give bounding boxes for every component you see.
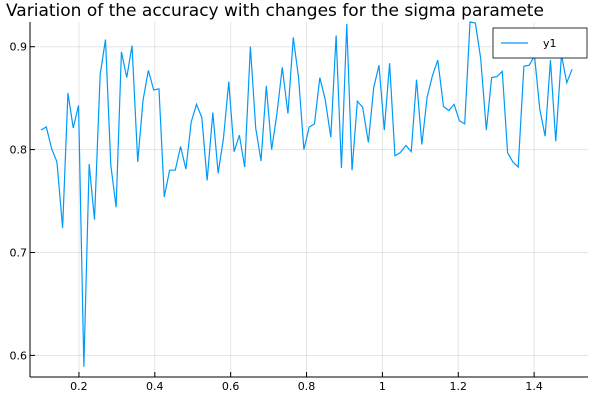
y-tick-label: 0.7 (10, 246, 28, 259)
x-tick-label: 0.2 (70, 380, 88, 393)
x-tick-label: 1.4 (525, 380, 543, 393)
y-tick-label: 0.6 (10, 349, 28, 362)
x-tick-label: 0.8 (298, 380, 316, 393)
x-tick-label: 0.4 (146, 380, 164, 393)
x-tick-label: 0.6 (222, 380, 240, 393)
x-tick-label: 1 (379, 380, 386, 393)
y-tick-label: 0.9 (10, 41, 28, 54)
legend-label: y1 (543, 37, 557, 50)
y-tick-label: 0.8 (10, 144, 28, 157)
chart-title: Variation of the accuracy with changes f… (6, 1, 544, 21)
line (40, 21, 573, 367)
x-tick-label: 1.2 (450, 380, 468, 393)
